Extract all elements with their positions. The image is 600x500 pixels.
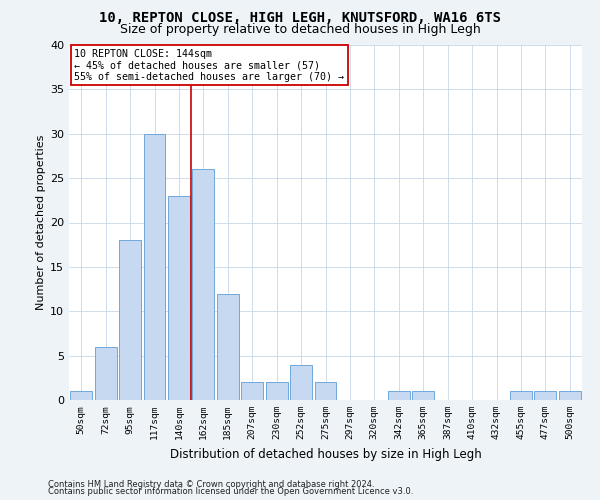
Text: 10, REPTON CLOSE, HIGH LEGH, KNUTSFORD, WA16 6TS: 10, REPTON CLOSE, HIGH LEGH, KNUTSFORD, … (99, 11, 501, 25)
Text: Size of property relative to detached houses in High Legh: Size of property relative to detached ho… (119, 22, 481, 36)
Bar (193, 170, 214, 400)
Bar (95, 347, 116, 400)
Bar (510, 391, 532, 400)
Bar (314, 382, 337, 400)
Bar (535, 391, 556, 400)
Bar (388, 391, 410, 400)
Bar (412, 391, 434, 400)
Bar (217, 294, 239, 400)
Bar (290, 364, 312, 400)
Text: Contains public sector information licensed under the Open Government Licence v3: Contains public sector information licen… (48, 488, 413, 496)
Bar (119, 240, 141, 400)
Bar (559, 391, 581, 400)
X-axis label: Distribution of detached houses by size in High Legh: Distribution of detached houses by size … (170, 448, 481, 460)
Bar (70, 391, 92, 400)
Bar (168, 196, 190, 400)
Text: 10 REPTON CLOSE: 144sqm
← 45% of detached houses are smaller (57)
55% of semi-de: 10 REPTON CLOSE: 144sqm ← 45% of detache… (74, 48, 344, 82)
Bar (241, 382, 263, 400)
Bar (143, 134, 166, 400)
Y-axis label: Number of detached properties: Number of detached properties (36, 135, 46, 310)
Bar (266, 382, 287, 400)
Text: Contains HM Land Registry data © Crown copyright and database right 2024.: Contains HM Land Registry data © Crown c… (48, 480, 374, 489)
